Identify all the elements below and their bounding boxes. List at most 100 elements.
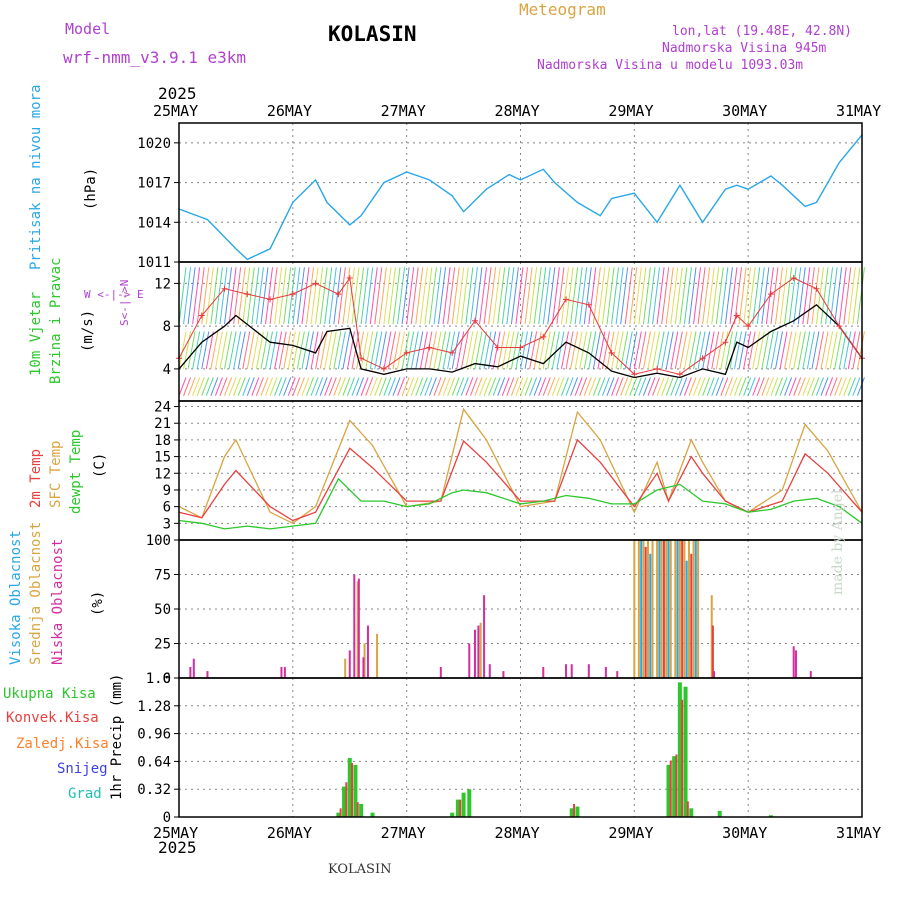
temp2m-label: 2m Temp — [28, 448, 44, 508]
wind-barb — [233, 377, 242, 396]
wind-barb — [720, 377, 729, 396]
wind-barb — [784, 377, 793, 396]
wind-gust-marker — [733, 312, 740, 319]
wind-barb — [815, 267, 824, 325]
cloud-low-bar — [565, 664, 568, 678]
wind-y-tick-label: 8 — [163, 319, 171, 335]
wind-barb — [319, 377, 328, 396]
wind-barb — [305, 267, 314, 325]
wind-barb — [852, 267, 861, 325]
wind-barb — [397, 331, 406, 370]
wind-barb — [583, 377, 592, 396]
wind-barb — [629, 331, 638, 370]
wind-barb — [656, 331, 665, 370]
time-tick-top: 28MAY — [495, 102, 540, 120]
wind-barb — [474, 331, 483, 370]
wind-barb — [802, 331, 811, 370]
wind-barb — [406, 377, 415, 396]
precip-conv-bar — [351, 763, 354, 817]
wind-barb — [360, 331, 369, 370]
wind-barb — [524, 377, 533, 396]
cloud-low-bar — [477, 625, 480, 678]
wind-barb — [246, 331, 255, 370]
wind-barb — [624, 331, 633, 370]
wind-barb — [515, 377, 524, 396]
panel-frame-pressure — [178, 122, 863, 263]
wind-barb — [542, 267, 551, 325]
wind-barb — [574, 331, 583, 370]
wind-barb — [469, 331, 478, 370]
time-tick-top: 25MAY — [153, 102, 198, 120]
wind-barb — [829, 377, 838, 396]
wind-barb — [438, 267, 447, 325]
wind-gust-marker — [494, 344, 501, 351]
wind-barb — [451, 267, 460, 325]
wind-barb — [233, 331, 242, 370]
precip-conv-bar — [339, 808, 342, 817]
precip-conv-bar — [345, 782, 348, 817]
cloud-total-bar — [681, 540, 684, 678]
cloud-high-label: Visoka Oblacnost — [8, 530, 24, 665]
wind-barb — [438, 377, 447, 396]
cloud-mid-bar — [687, 540, 690, 678]
wind-barb — [520, 377, 528, 396]
wind-barb — [688, 267, 697, 325]
precip-total-label: Ukupna Kisa — [3, 686, 96, 702]
wind-barb — [670, 377, 679, 396]
wind-barb — [652, 267, 661, 325]
time-tick-bottom: 31MAY — [836, 824, 881, 842]
wind-barb — [387, 331, 396, 370]
wind-barb — [283, 331, 292, 370]
wind-barb — [337, 377, 346, 396]
wind-barb — [556, 267, 565, 325]
wind-barb — [561, 377, 569, 396]
precip-total-bar — [370, 812, 375, 817]
wind-barb — [683, 331, 692, 370]
cloud-mid-label: Srednja Oblacnost — [28, 521, 44, 665]
precip-total-bar — [455, 799, 460, 817]
wind-barb — [237, 267, 246, 325]
wind-barb — [620, 377, 629, 396]
cloud-mid-bar — [633, 540, 636, 678]
cloud-low-bar — [283, 666, 286, 678]
precip-conv-bar — [669, 760, 672, 817]
wind-barb — [775, 377, 783, 396]
wind-barb — [597, 267, 606, 325]
wind-barb — [424, 267, 433, 325]
wind-barb — [724, 331, 733, 370]
wind-barb — [210, 331, 219, 370]
wind-barb — [524, 331, 533, 370]
precip-total-bar — [461, 792, 466, 817]
year-label-bottom: 2025 — [158, 838, 197, 857]
wind-barb — [337, 267, 346, 325]
cloud-mid-bar — [710, 595, 713, 678]
wind-barb — [683, 267, 692, 325]
wind-barb — [529, 377, 538, 396]
wind-barb — [551, 267, 560, 325]
wind-barb — [711, 377, 720, 396]
cloud-mid-bar — [656, 540, 659, 678]
cloud-mid-bar — [642, 540, 645, 678]
wind-gust-marker — [221, 285, 228, 292]
cloud-high-bar — [685, 560, 688, 678]
wind-barb — [319, 267, 328, 325]
wind-barb — [447, 267, 456, 325]
cloud-mid-bar — [669, 540, 672, 678]
wind-barb — [665, 331, 674, 370]
wind-barb — [287, 377, 296, 396]
wind-barb — [328, 331, 337, 370]
wind-barb — [210, 267, 219, 325]
footer-station: KOLASIN — [328, 862, 392, 877]
panel-frame-precip — [178, 677, 863, 818]
wind-barb — [702, 267, 711, 325]
wind-barb — [702, 377, 711, 396]
wind-barb — [392, 331, 401, 370]
wind-barb — [397, 377, 406, 396]
wind-barb — [192, 377, 201, 396]
wind-barb — [761, 377, 770, 396]
wind-barb — [816, 377, 824, 396]
wind-barb — [260, 267, 269, 325]
wind-barb — [738, 377, 747, 396]
wind-barb — [251, 331, 260, 370]
wind-barb — [469, 267, 478, 325]
